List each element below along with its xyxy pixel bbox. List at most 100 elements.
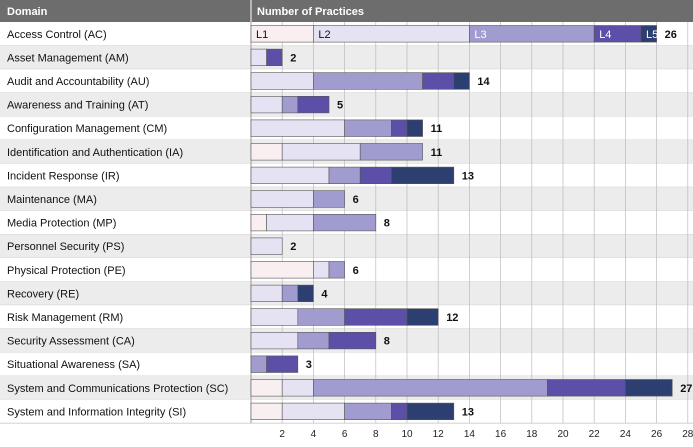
header-value-label: Number of Practices — [257, 6, 364, 18]
row-background — [0, 281, 693, 306]
bar-maintenance-ma-l3 — [313, 190, 345, 208]
row-label-incident-response-ir: Incident Response (IR) — [7, 170, 120, 182]
x-tick-label: 18 — [526, 429, 538, 440]
bar-system-and-communications-protection-sc-l3 — [313, 379, 548, 397]
bar-physical-protection-pe-l1 — [250, 261, 314, 279]
bar-identification-and-authentication-ia-l3 — [359, 143, 423, 161]
total-label-asset-management-am: 2 — [290, 52, 296, 64]
bar-identification-and-authentication-ia-l1 — [250, 143, 283, 161]
segment-label-l2: L2 — [318, 29, 330, 41]
bar-media-protection-mp-l3 — [313, 214, 377, 232]
x-tick-label: 2 — [279, 429, 285, 440]
bar-system-and-communications-protection-sc-l2 — [281, 379, 314, 397]
bar-security-assessment-ca-l2 — [250, 331, 299, 350]
row-label-asset-management-am: Asset Management (AM) — [7, 52, 129, 64]
row-label-situational-awareness-sa: Situational Awareness (SA) — [7, 359, 140, 371]
row-label-risk-management-rm: Risk Management (RM) — [7, 312, 123, 324]
bar-system-and-information-integrity-si-l3 — [344, 402, 392, 421]
bar-personnel-security-ps-l2 — [250, 237, 283, 255]
bar-incident-response-ir-l5 — [391, 166, 455, 185]
bar-situational-awareness-sa-l4 — [266, 355, 299, 373]
x-tick-label: 8 — [373, 429, 379, 440]
bar-recovery-re-l5 — [297, 284, 314, 303]
row-label-awareness-and-training-at: Awareness and Training (AT) — [7, 100, 148, 112]
bar-recovery-re-l3 — [281, 284, 299, 303]
bar-awareness-and-training-at-l2 — [250, 96, 283, 114]
row-label-system-and-communications-protection-sc: System and Communications Protection (SC… — [7, 383, 228, 395]
bar-audit-and-accountability-au-l3 — [313, 72, 423, 90]
bar-risk-management-rm-l2 — [250, 308, 299, 326]
total-label-system-and-information-integrity-si: 13 — [462, 406, 474, 418]
total-label-access-control-ac: 26 — [665, 29, 677, 41]
bar-media-protection-mp-l1 — [250, 214, 267, 232]
x-tick-label: 22 — [589, 429, 601, 440]
bar-identification-and-authentication-ia-l2 — [281, 143, 361, 161]
total-label-incident-response-ir: 13 — [462, 170, 474, 182]
bar-risk-management-rm-l3 — [297, 308, 345, 326]
x-tick-label: 12 — [433, 429, 445, 440]
row-label-media-protection-mp: Media Protection (MP) — [7, 218, 116, 230]
bar-system-and-communications-protection-sc-l1 — [250, 379, 283, 397]
x-tick-label: 10 — [401, 429, 413, 440]
header-bar — [0, 0, 693, 22]
total-label-configuration-management-cm: 11 — [431, 123, 443, 135]
bar-asset-management-am-l4 — [266, 48, 283, 66]
segment-label-l1: L1 — [256, 29, 268, 41]
bar-system-and-information-integrity-si-l2 — [281, 402, 345, 421]
header-domain-label: Domain — [7, 6, 48, 18]
bar-access-control-ac-l2 — [313, 25, 470, 43]
bar-system-and-information-integrity-si-l4 — [391, 402, 408, 421]
row-label-audit-and-accountability-au: Audit and Accountability (AU) — [7, 76, 149, 88]
total-label-security-assessment-ca: 8 — [384, 336, 390, 348]
total-label-awareness-and-training-at: 5 — [337, 100, 343, 112]
bar-security-assessment-ca-l4 — [328, 331, 377, 350]
total-label-media-protection-mp: 8 — [384, 218, 390, 230]
total-label-risk-management-rm: 12 — [446, 312, 458, 324]
row-background — [0, 258, 693, 282]
bar-situational-awareness-sa-l3 — [250, 355, 267, 373]
total-label-system-and-communications-protection-sc: 27 — [680, 383, 692, 395]
bar-configuration-management-cm-l5 — [406, 119, 423, 137]
row-background — [0, 234, 693, 258]
bar-awareness-and-training-at-l4 — [297, 96, 330, 114]
row-label-identification-and-authentication-ia: Identification and Authentication (IA) — [7, 147, 183, 159]
x-tick-label: 28 — [682, 429, 693, 440]
segment-label-l3: L3 — [474, 29, 486, 41]
row-background — [0, 352, 693, 376]
total-label-recovery-re: 4 — [321, 288, 328, 300]
bar-physical-protection-pe-l2 — [313, 261, 330, 279]
row-label-recovery-re: Recovery (RE) — [7, 288, 79, 300]
total-label-identification-and-authentication-ia: 11 — [431, 147, 443, 159]
total-label-personnel-security-ps: 2 — [290, 241, 296, 253]
bar-risk-management-rm-l5 — [406, 308, 439, 326]
bar-incident-response-ir-l4 — [359, 166, 392, 185]
bar-maintenance-ma-l2 — [250, 190, 314, 208]
total-label-audit-and-accountability-au: 14 — [477, 76, 490, 88]
row-label-security-assessment-ca: Security Assessment (CA) — [7, 336, 135, 348]
row-label-physical-protection-pe: Physical Protection (PE) — [7, 265, 126, 277]
row-label-access-control-ac: Access Control (AC) — [7, 29, 107, 41]
total-label-maintenance-ma: 6 — [353, 194, 359, 206]
total-label-situational-awareness-sa: 3 — [306, 359, 312, 371]
bar-configuration-management-cm-l4 — [391, 119, 408, 137]
segment-label-l5: L5 — [646, 29, 658, 41]
bar-configuration-management-cm-l2 — [250, 119, 345, 137]
bar-awareness-and-training-at-l3 — [281, 96, 299, 114]
bar-asset-management-am-l2 — [250, 48, 267, 66]
bar-incident-response-ir-l2 — [250, 166, 330, 185]
bar-audit-and-accountability-au-l2 — [250, 72, 314, 90]
total-label-physical-protection-pe: 6 — [353, 265, 359, 277]
bar-access-control-ac-l5 — [640, 25, 657, 43]
bar-system-and-information-integrity-si-l1 — [250, 402, 283, 421]
x-tick-label: 26 — [651, 429, 663, 440]
x-tick-label: 16 — [495, 429, 507, 440]
x-tick-label: 6 — [342, 429, 348, 440]
bar-system-and-communications-protection-sc-l4 — [547, 379, 626, 397]
bar-physical-protection-pe-l3 — [328, 261, 345, 279]
x-tick-label: 14 — [464, 429, 476, 440]
row-label-personnel-security-ps: Personnel Security (PS) — [7, 241, 124, 253]
row-background — [0, 45, 693, 70]
row-background — [0, 187, 693, 211]
row-label-configuration-management-cm: Configuration Management (CM) — [7, 123, 167, 135]
